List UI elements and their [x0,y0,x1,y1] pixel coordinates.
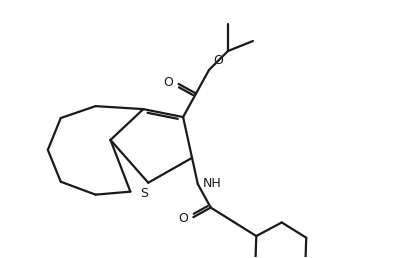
Text: S: S [140,187,148,200]
Text: O: O [213,54,223,67]
Text: O: O [164,76,174,90]
Text: O: O [178,212,188,225]
Text: NH: NH [203,176,222,190]
